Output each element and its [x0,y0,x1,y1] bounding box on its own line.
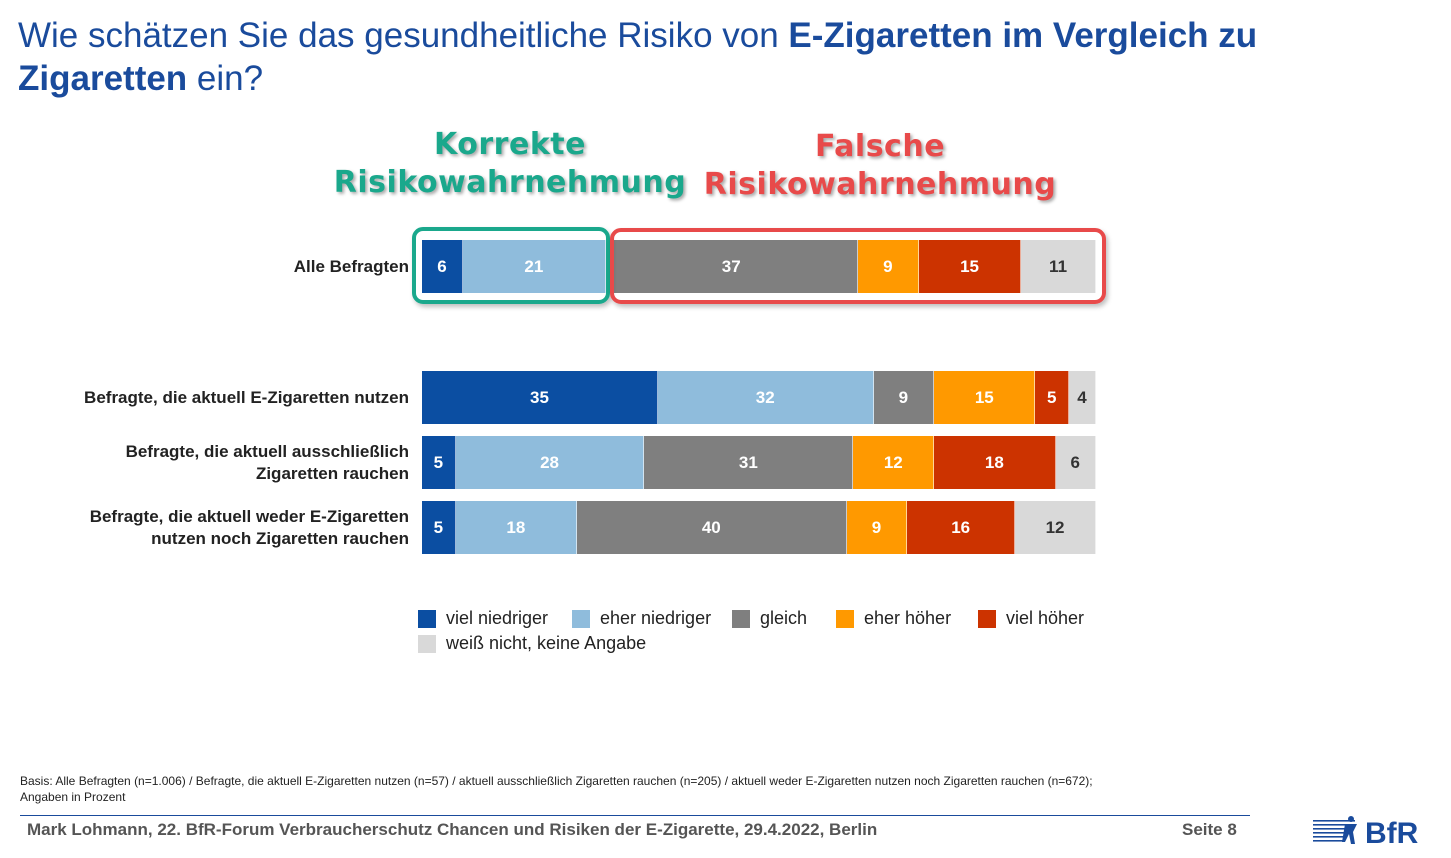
bar-segment: 9 [846,501,908,554]
data-label: 9 [871,517,882,537]
bar-segment: 9 [857,240,919,293]
bar-segment: 5 [1035,371,1070,424]
category-label: Befragte, die aktuell E-Zigaretten nutze… [29,387,409,409]
category-label: Befragte, die aktuell weder E-Zigaretten… [29,506,409,550]
bar-segment: 9 [873,371,935,424]
bar-segment: 15 [918,240,1022,293]
footnote-line1: Basis: Alle Befragten (n=1.006) / Befrag… [20,774,1093,788]
bar-segment: 12 [853,436,935,489]
data-label: 9 [898,387,909,407]
wrong-perception-label: Falsche Risikowahrnehmung [680,128,1080,204]
wrong-label-line2: Risikowahrnehmung [703,167,1057,202]
bar-segment: 32 [657,371,874,424]
footer-divider [20,815,1250,816]
correct-label-line2: Risikowahrnehmung [333,165,687,200]
correct-perception-frame [412,227,610,304]
legend-swatch [836,609,854,628]
data-label: 6 [1070,452,1080,472]
legend-label: viel höher [1006,608,1085,628]
legend-item: gleich [732,608,807,629]
bar-segment: 37 [605,240,858,293]
wrong-perception-frame [610,228,1106,304]
bar-segment: 15 [934,371,1036,424]
legend-label: weiß nicht, keine Angabe [446,633,647,653]
bar-segment: 21 [462,240,606,293]
category-label-line: Befragte, die aktuell weder E-Zigaretten [89,506,409,526]
data-label: 28 [540,452,559,472]
legend-swatch [978,609,996,628]
category-label-line: Befragte, die aktuell ausschließlich [125,441,409,461]
bar-segment: 4 [1069,371,1096,424]
bar-segment: 5 [422,501,456,554]
bar-segment: 12 [1015,501,1096,554]
bar-segment: 16 [907,501,1016,554]
data-label: 5 [1046,387,1057,407]
title-bold2: Zigaretten [18,59,188,98]
slide-title: Wie schätzen Sie das gesundheitliche Ris… [18,14,1418,100]
title-part1: Wie schätzen Sie das gesundheitliche Ris… [18,16,789,55]
data-label: 16 [951,517,971,537]
category-label: Alle Befragten [29,256,409,278]
correct-label-line1: Korrekte [434,127,586,162]
data-label: 40 [701,517,721,537]
bar-segment: 18 [455,501,577,554]
bar-segment: 6 [1055,436,1096,489]
category-label-line: Befragte, die aktuell E-Zigaretten nutze… [84,387,409,407]
legend-swatch [732,609,750,628]
data-label: 11 [1049,256,1068,276]
data-label: 18 [506,517,526,537]
legend-item: eher höher [836,608,951,629]
legend-item: weiß nicht, keine Angabe [418,633,646,654]
data-label: 9 [883,256,893,276]
category-label-line: nutzen noch Zigaretten rauchen [151,528,409,548]
bar-segment: 35 [422,371,658,424]
data-label: 6 [437,256,447,276]
category-label-line: Zigaretten rauchen [255,463,409,483]
wrong-label-line1: Falsche [814,129,946,164]
legend-swatch [418,634,436,653]
bar-segment: 5 [422,436,456,489]
bar-segment: 11 [1021,240,1096,293]
data-label: 15 [960,256,979,276]
legend-label: gleich [760,608,808,628]
bar-segment: 28 [455,436,645,489]
footnote-line2: Angaben in Prozent [20,790,126,804]
data-label: 15 [974,387,994,407]
category-label: Befragte, die aktuell ausschließlich Ziga… [29,441,409,485]
data-label: 32 [755,387,775,407]
title-bold1: E-Zigaretten im Vergleich zu [788,16,1258,55]
data-label: 18 [984,452,1004,472]
data-label: 12 [883,452,903,472]
bar-segment: 18 [934,436,1056,489]
data-label: 21 [524,256,544,276]
category-label-line: Alle Befragten [293,256,409,276]
data-label: 35 [529,387,549,407]
bar-segment: 40 [577,501,847,554]
legend-item: eher niedriger [572,608,711,629]
data-label: 5 [433,452,444,472]
legend-swatch [418,609,436,628]
data-label: 5 [433,517,444,537]
data-label: 4 [1077,387,1087,407]
bar-segment: 31 [644,436,854,489]
legend-label: eher niedriger [600,608,712,628]
legend-label: viel niedriger [446,608,549,628]
page-number: Seite 8 [1182,820,1237,839]
legend-label: eher höher [864,608,952,628]
footer-text: Mark Lohmann, 22. BfR-Forum Verbrauchers… [27,820,878,839]
correct-perception-label: Korrekte Risikowahrnehmung [300,126,720,202]
bar-segment: 6 [422,240,463,293]
data-label: 12 [1045,517,1065,537]
title-part2: ein? [187,59,264,98]
legend-item: viel niedriger [418,608,548,629]
legend-item: viel höher [978,608,1084,629]
footnote: Basis: Alle Befragten (n=1.006) / Befrag… [20,773,1320,805]
legend-swatch [572,609,590,628]
data-label: 31 [738,452,758,472]
data-label: 37 [721,256,741,276]
bfr-logo: BfR [1313,816,1419,850]
logo-text: BfR [1365,817,1419,850]
